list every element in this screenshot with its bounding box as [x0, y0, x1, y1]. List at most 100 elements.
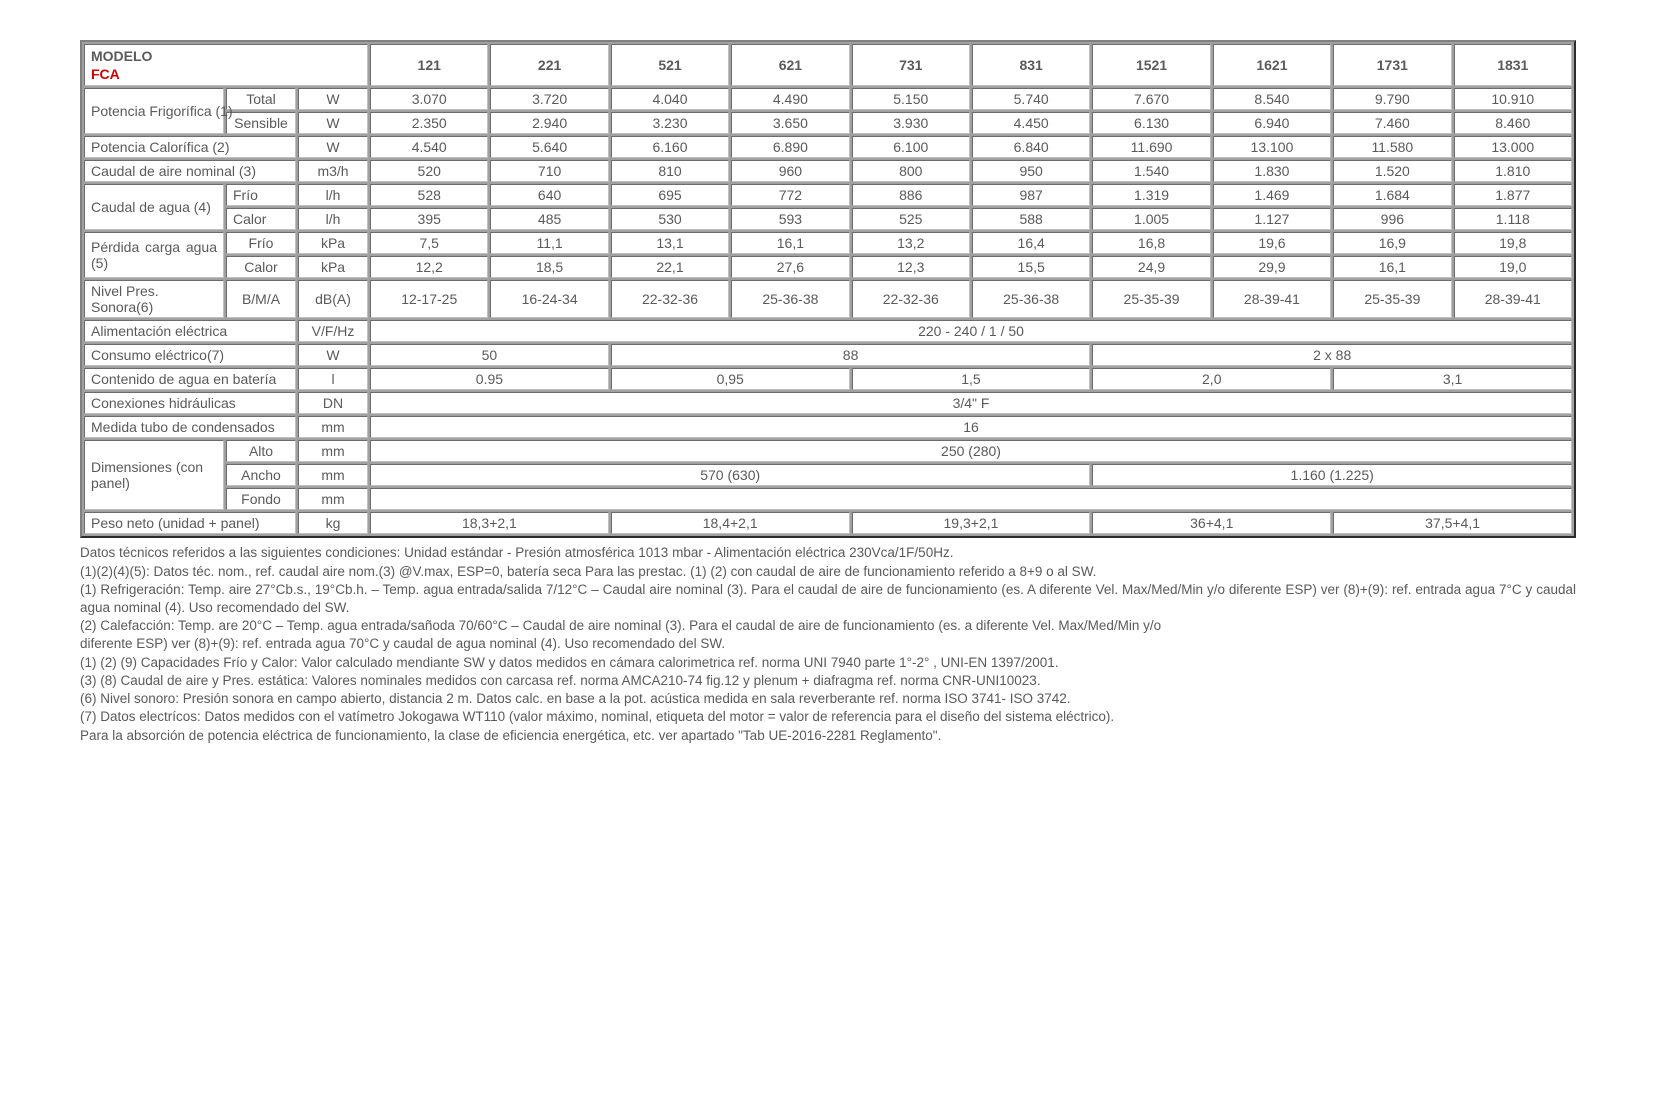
cell: 16,8	[1092, 232, 1210, 254]
cell: 12,2	[370, 256, 488, 278]
cell: 1.520	[1333, 160, 1451, 182]
row-label: Conexiones hidráulicas	[84, 392, 296, 414]
unit: W	[298, 112, 368, 134]
cell: 640	[490, 184, 608, 206]
cell: 395	[370, 208, 488, 230]
cell: 960	[731, 160, 849, 182]
cell: 18,4+2,1	[611, 512, 850, 534]
cell: 6.940	[1213, 112, 1331, 134]
table-row: Caudal de aire nominal (3) m3/h 520 710 …	[84, 160, 1572, 182]
cell: 50	[370, 344, 609, 366]
cell: 4.540	[370, 136, 488, 158]
cell: 2.940	[490, 112, 608, 134]
note-line: (1) Refrigeración: Temp. aire 27°Cb.s., …	[80, 581, 1576, 617]
row-label: Nivel Pres. Sonora(6)	[84, 280, 224, 318]
table-row: Pérdida carga agua (5) Frío kPa 7,5 11,1…	[84, 232, 1572, 254]
sub-label: Alto	[226, 440, 296, 462]
sub-label: Calor	[226, 208, 296, 230]
table-row: Calor l/h 395 485 530 593 525 588 1.005 …	[84, 208, 1572, 230]
row-label: Caudal de aire nominal (3)	[84, 160, 296, 182]
cell: 593	[731, 208, 849, 230]
model-col: 521	[611, 44, 729, 86]
cell: 11.580	[1333, 136, 1451, 158]
cell: 9.790	[1333, 88, 1451, 110]
cell: 16-24-34	[490, 280, 608, 318]
cell: 3.650	[731, 112, 849, 134]
cell: 530	[611, 208, 729, 230]
cell: 220 - 240 / 1 / 50	[370, 320, 1572, 342]
unit: mm	[298, 416, 368, 438]
unit: l/h	[298, 208, 368, 230]
model-col: 1731	[1333, 44, 1451, 86]
cell: 485	[490, 208, 608, 230]
cell: 28-39-41	[1454, 280, 1572, 318]
note-line: Datos técnicos referidos a las siguiente…	[80, 544, 1576, 562]
cell: 36+4,1	[1092, 512, 1331, 534]
cell: 3.930	[852, 112, 970, 134]
cell: 1.877	[1454, 184, 1572, 206]
cell: 22-32-36	[611, 280, 729, 318]
cell: 19,8	[1454, 232, 1572, 254]
cell: 710	[490, 160, 608, 182]
cell: 800	[852, 160, 970, 182]
unit: kPa	[298, 256, 368, 278]
cell: 11.690	[1092, 136, 1210, 158]
cell: 6.100	[852, 136, 970, 158]
cell: 8.540	[1213, 88, 1331, 110]
cell: 11,1	[490, 232, 608, 254]
cell: 3.720	[490, 88, 608, 110]
cell: 1.540	[1092, 160, 1210, 182]
cell: 1.118	[1454, 208, 1572, 230]
cell: 19,0	[1454, 256, 1572, 278]
cell: 0.95	[370, 368, 609, 390]
note-line: (1)(2)(4)(5): Datos téc. nom., ref. caud…	[80, 563, 1576, 581]
cell: 24,9	[1092, 256, 1210, 278]
cell: 29,9	[1213, 256, 1331, 278]
cell: 1.469	[1213, 184, 1331, 206]
cell: 7.460	[1333, 112, 1451, 134]
row-label: Dimensiones (con panel)	[84, 440, 224, 510]
model-col: 731	[852, 44, 970, 86]
table-row: Alimentación eléctrica V/F/Hz 220 - 240 …	[84, 320, 1572, 342]
row-label: Peso neto (unidad + panel)	[84, 512, 296, 534]
row-label: Pérdida carga agua (5)	[84, 232, 224, 278]
cell: 528	[370, 184, 488, 206]
cell: 1.830	[1213, 160, 1331, 182]
table-row: Nivel Pres. Sonora(6) B/M/A dB(A) 12-17-…	[84, 280, 1572, 318]
cell: 1.160 (1.225)	[1092, 464, 1572, 486]
cell: 19,6	[1213, 232, 1331, 254]
cell: 6.840	[972, 136, 1090, 158]
cell: 13,1	[611, 232, 729, 254]
sub-label: Frío	[226, 184, 296, 206]
cell: 1.684	[1333, 184, 1451, 206]
cell: 4.450	[972, 112, 1090, 134]
note-line: (2) Calefacción: Temp. are 20°C – Temp. …	[80, 617, 1576, 635]
cell: 25-35-39	[1092, 280, 1210, 318]
model-col: 621	[731, 44, 849, 86]
cell: 950	[972, 160, 1090, 182]
sub-label: Sensible	[226, 112, 296, 134]
cell: 4.040	[611, 88, 729, 110]
row-label: Medida tubo de condensados	[84, 416, 296, 438]
table-row: Fondo mm	[84, 488, 1572, 510]
unit: m3/h	[298, 160, 368, 182]
cell: 1.127	[1213, 208, 1331, 230]
model-label: MODELO	[91, 48, 152, 64]
cell: 3.070	[370, 88, 488, 110]
cell: 6.130	[1092, 112, 1210, 134]
sub-label: Fondo	[226, 488, 296, 510]
cell: 7,5	[370, 232, 488, 254]
cell: 1.810	[1454, 160, 1572, 182]
cell: 16,1	[1333, 256, 1451, 278]
table-row: Potencia Calorífica (2) W 4.540 5.640 6.…	[84, 136, 1572, 158]
note-line: diferente ESP) ver (8)+(9): ref. entrada…	[80, 635, 1576, 653]
cell: 0,95	[611, 368, 850, 390]
header-row: MODELO FCA 121 221 521 621 731 831 1521 …	[84, 44, 1572, 86]
table-row: Medida tubo de condensados mm 16	[84, 416, 1572, 438]
cell: 772	[731, 184, 849, 206]
cell: 37,5+4,1	[1333, 512, 1572, 534]
row-label: Consumo eléctrico(7)	[84, 344, 296, 366]
cell: 88	[611, 344, 1091, 366]
cell: 27,6	[731, 256, 849, 278]
model-col: 121	[370, 44, 488, 86]
